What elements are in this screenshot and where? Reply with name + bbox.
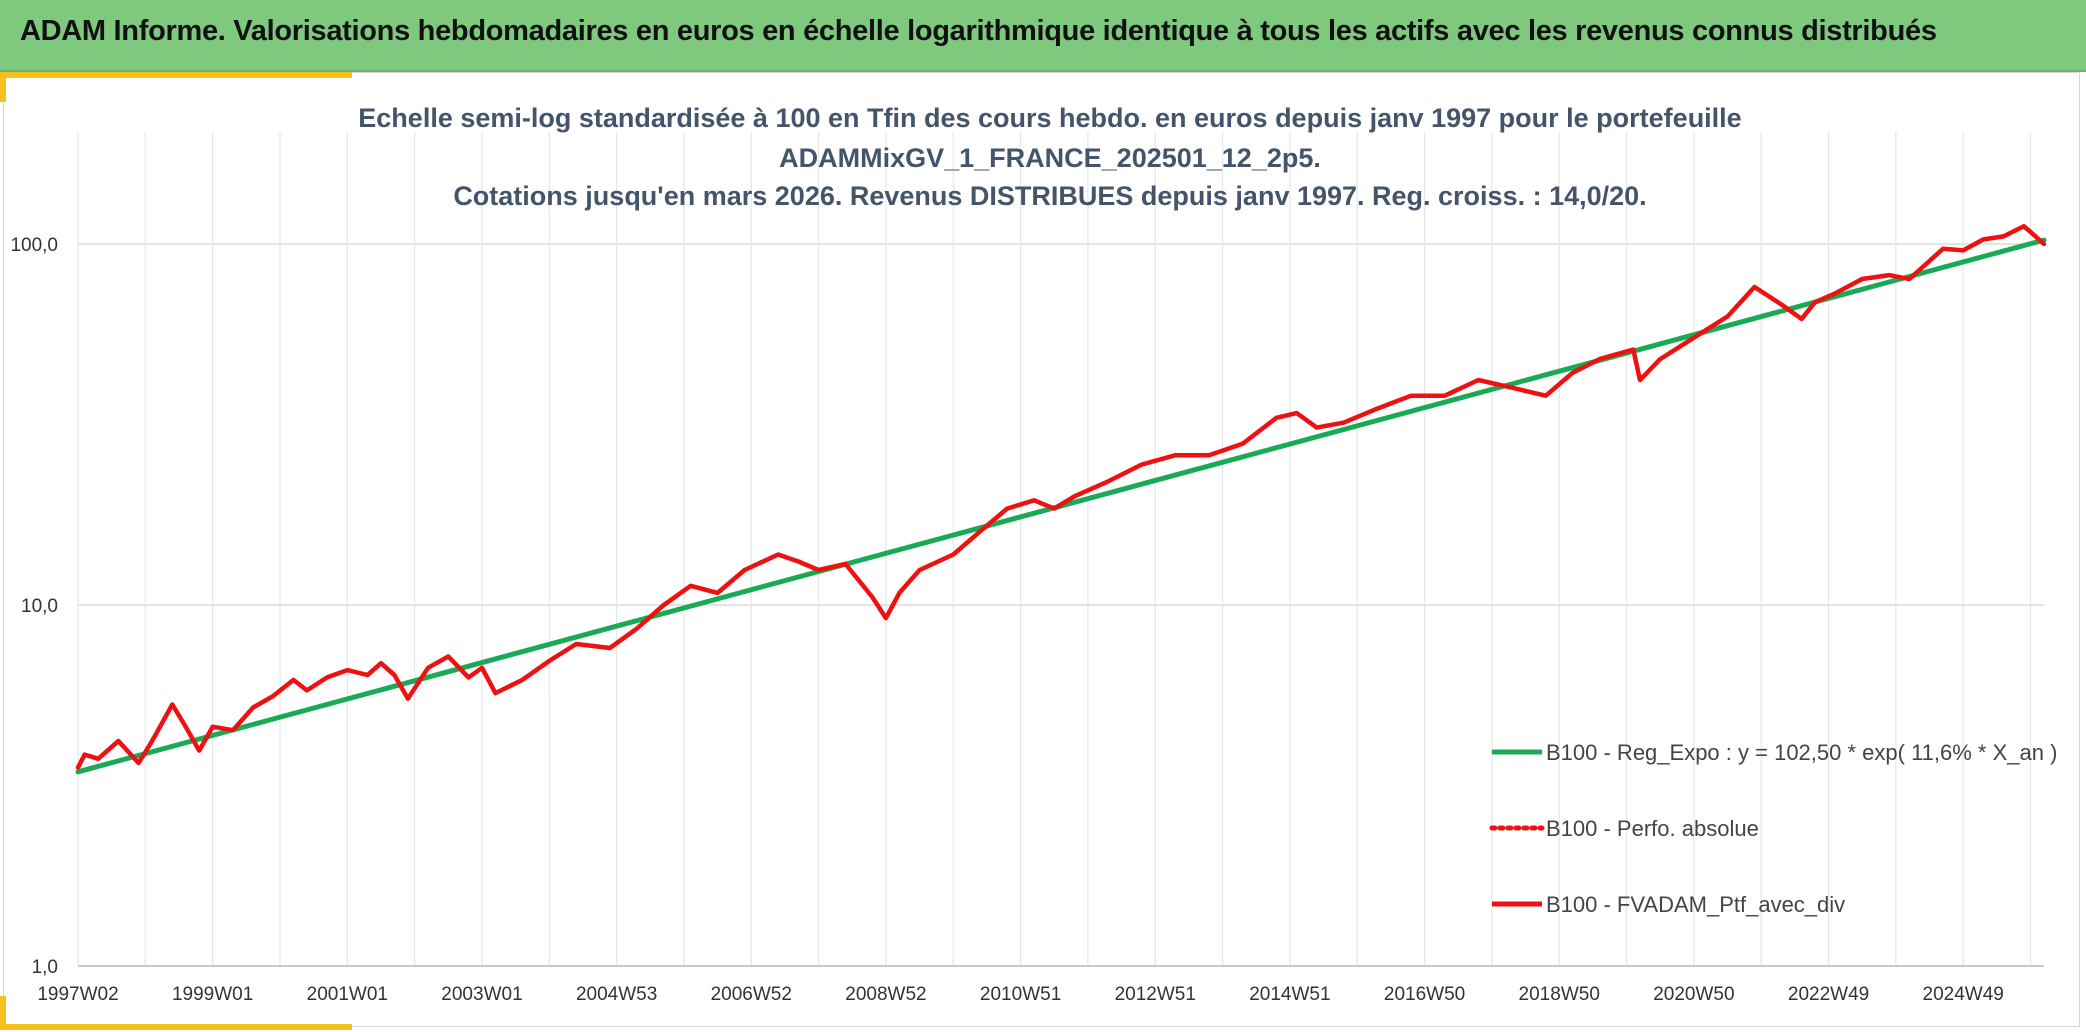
chart-title-line-3: Cotations jusqu'en mars 2026. Revenus DI… <box>453 181 1646 211</box>
legend-label-0: B100 - Reg_Expo : y = 102,50 * exp( 11,6… <box>1546 740 2057 765</box>
x-tick-label: 2022W49 <box>1788 984 1869 1005</box>
x-tick-label: 2008W52 <box>845 984 926 1005</box>
legend-label-2: B100 - FVADAM_Ptf_avec_div <box>1546 892 1845 917</box>
series-line-2 <box>75 223 2047 770</box>
legend: B100 - Reg_Expo : y = 102,50 * exp( 11,6… <box>1489 740 2057 917</box>
accent-corner-top-left <box>0 72 6 102</box>
y-axis: 1,0 10,0 100,0 <box>10 235 58 978</box>
x-tick-label: 2012W51 <box>1115 984 1196 1005</box>
series <box>75 223 2047 775</box>
y-tick-label: 1,0 <box>32 957 58 978</box>
accent-corner-bottom-left <box>0 996 6 1030</box>
grid <box>77 132 2044 967</box>
x-tick-label: 2006W52 <box>711 984 792 1005</box>
x-tick-label: 2003W01 <box>441 984 522 1005</box>
x-tick-label: 2014W51 <box>1249 984 1330 1005</box>
x-tick-label: 2024W49 <box>1923 984 2004 1005</box>
x-tick-label: 2018W50 <box>1519 984 1600 1005</box>
x-tick-label: 2010W51 <box>980 984 1061 1005</box>
accent-corner-bottom <box>0 1024 352 1030</box>
x-tick-label: 1997W02 <box>37 984 118 1005</box>
x-tick-label: 2016W50 <box>1384 984 1465 1005</box>
y-tick-label: 100,0 <box>10 235 58 256</box>
legend-label-1: B100 - Perfo. absolue <box>1546 816 1759 841</box>
x-tick-label: 2004W53 <box>576 984 657 1005</box>
header-bar: ADAM Informe. Valorisations hebdomadaire… <box>0 0 2086 72</box>
y-tick-label: 10,0 <box>21 596 58 617</box>
x-tick-label: 2020W50 <box>1653 984 1734 1005</box>
chart-frame <box>3 72 2080 1027</box>
chart-title-line-1: Echelle semi-log standardisée à 100 en T… <box>358 103 1741 133</box>
x-axis: 1997W02 1999W01 2001W01 2003W01 2004W53 2006W… <box>37 984 2004 1005</box>
chart-title-line-2: ADAMMixGV_1_FRANCE_202501_12_2p5. <box>779 143 1321 173</box>
x-tick-label: 2001W01 <box>307 984 388 1005</box>
page-title: ADAM Informe. Valorisations hebdomadaire… <box>20 15 1937 47</box>
chart-title: Echelle semi-log standardisée à 100 en T… <box>358 103 1741 211</box>
x-tick-label: 1999W01 <box>172 984 253 1005</box>
accent-corner-top <box>0 72 352 78</box>
